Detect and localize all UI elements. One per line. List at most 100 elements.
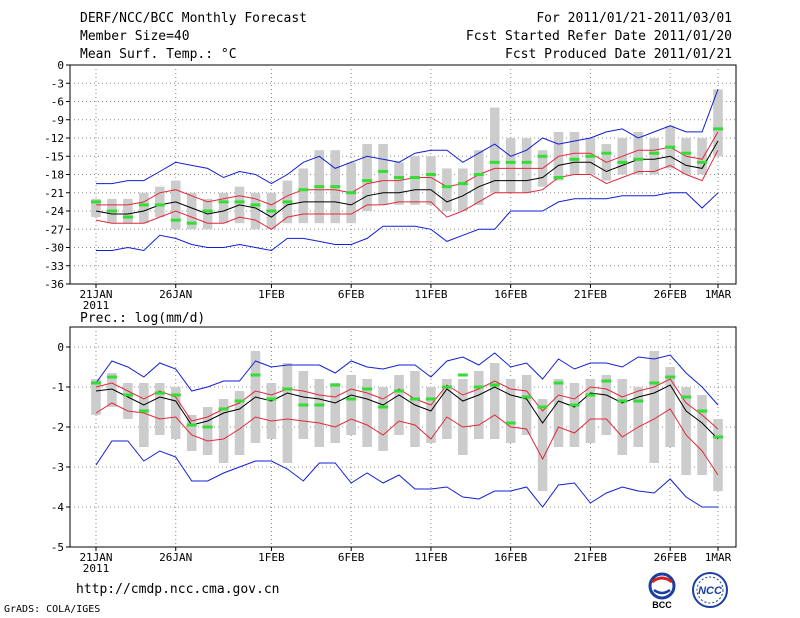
obs-marker <box>138 203 149 207</box>
ensemble-box <box>458 168 468 211</box>
obs-marker <box>457 182 468 186</box>
obs-marker <box>473 173 484 176</box>
ensemble-box <box>346 375 356 435</box>
x-tick-label: 26FEB <box>654 288 687 301</box>
ensemble-box <box>139 192 149 224</box>
x-tick-label: 6FEB <box>338 288 365 301</box>
obs-marker <box>585 393 596 397</box>
source-url[interactable]: http://cmdp.ncc.cma.gov.cn <box>76 582 280 597</box>
series-line-upper <box>96 131 719 206</box>
x-tick-label: 1MAR <box>705 288 732 301</box>
ensemble-box <box>139 383 149 447</box>
ncc-logo: NCC <box>688 570 732 610</box>
ensemble-box <box>473 371 484 439</box>
x-tick-label: 16FEB <box>494 551 527 564</box>
ensemble-box <box>202 407 213 455</box>
series-line-mean <box>95 140 719 218</box>
obs-marker <box>681 151 692 155</box>
fcst-start-date: Fcst Started Refer Date 2011/01/20 <box>465 29 732 44</box>
obs-marker <box>601 151 612 155</box>
y-tick-label: -30 <box>44 242 64 255</box>
ensemble-box <box>378 387 388 451</box>
obs-marker <box>314 403 325 407</box>
y-tick-label: -1 <box>51 381 64 394</box>
grads-credit: GrADS: COLA/IGES <box>4 604 101 615</box>
series-line-max <box>96 89 719 185</box>
x-tick-label: 6FEB <box>338 551 365 564</box>
obs-marker <box>106 209 117 213</box>
series-line-mean <box>95 384 719 440</box>
obs-marker <box>457 373 468 377</box>
ensemble-box <box>649 138 659 175</box>
obs-marker <box>649 381 660 385</box>
obs-marker <box>473 385 484 389</box>
ensemble-box <box>282 363 293 463</box>
obs-marker <box>250 203 261 207</box>
ensemble-box <box>107 373 117 407</box>
obs-marker <box>425 397 436 401</box>
obs-marker <box>409 176 420 180</box>
x-tick-label: 1MAR <box>705 551 732 564</box>
obs-marker <box>394 389 405 393</box>
bcc-logo: BCC <box>640 570 684 610</box>
ensemble-box <box>569 383 580 447</box>
ensemble-box <box>426 156 436 205</box>
obs-marker <box>425 173 436 176</box>
ensemble-box <box>617 379 628 455</box>
y-tick-label: -4 <box>51 501 65 514</box>
ensemble-box <box>633 387 644 447</box>
ensemble-box <box>410 371 420 447</box>
obs-marker <box>585 154 596 158</box>
ensemble-box <box>123 383 133 419</box>
obs-marker <box>218 200 229 204</box>
fcst-produced-date: Fcst Produced Date 2011/01/21 <box>505 47 732 62</box>
series-line-lower <box>95 149 719 230</box>
obs-marker <box>681 395 692 399</box>
x-tick-label: 21JAN <box>79 551 112 564</box>
x-tick-label: 26JAN <box>159 288 192 301</box>
ensemble-box <box>186 415 197 451</box>
ensemble-box <box>362 144 372 211</box>
ensemble-box <box>218 192 229 224</box>
ensemble-box <box>170 180 181 230</box>
ensemble-box <box>410 156 420 205</box>
y-tick-label: -18 <box>44 169 64 182</box>
y-tick-label: -3 <box>51 461 64 474</box>
forecast-period: For 2011/01/21-2011/03/01 <box>536 11 732 26</box>
x-tick-label: 16FEB <box>494 288 527 301</box>
variable-label: Mean Surf. Temp.: °C <box>80 47 237 62</box>
obs-marker <box>218 407 229 411</box>
x-tick-label: 26JAN <box>159 551 192 564</box>
ensemble-box <box>681 387 691 475</box>
obs-marker <box>330 383 341 387</box>
ensemble-box <box>234 391 245 455</box>
x-tick-label: 1FEB <box>258 288 285 301</box>
ensemble-box <box>362 379 372 447</box>
obs-marker <box>537 405 548 409</box>
x-tick-label: 21FEB <box>574 288 607 301</box>
ensemble-box <box>442 168 452 211</box>
y-tick-label: -15 <box>44 150 64 163</box>
obs-marker <box>202 209 213 213</box>
ensemble-box <box>553 379 564 447</box>
x-tick-label: 11FEB <box>414 551 447 564</box>
obs-marker <box>553 176 564 180</box>
ensemble-box <box>378 144 388 205</box>
ensemble-box <box>218 399 229 463</box>
obs-marker <box>122 393 133 397</box>
ensemble-box <box>649 351 659 463</box>
ensemble-box <box>713 419 723 491</box>
x-tick-label: 21JAN <box>79 288 112 301</box>
obs-marker <box>298 403 309 407</box>
obs-marker <box>569 403 580 407</box>
ensemble-box <box>250 192 261 230</box>
ensemble-box <box>91 198 101 218</box>
y-tick-label: -27 <box>44 223 64 236</box>
obs-marker <box>537 154 548 158</box>
ensemble-box <box>186 192 197 230</box>
obs-marker <box>138 409 149 413</box>
ensemble-box <box>266 383 277 439</box>
obs-marker <box>202 425 213 429</box>
y-tick-label: 0 <box>57 341 64 354</box>
x-tick-label: 1FEB <box>258 551 285 564</box>
